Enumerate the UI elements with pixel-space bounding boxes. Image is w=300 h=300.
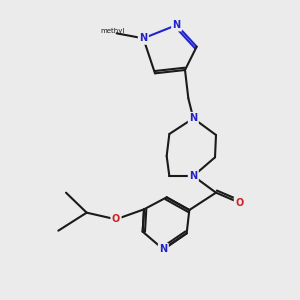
Text: N: N [159, 244, 167, 254]
Text: O: O [235, 198, 244, 208]
Text: methyl: methyl [100, 28, 125, 34]
Text: N: N [172, 20, 181, 30]
Text: O: O [112, 214, 120, 224]
Text: N: N [189, 113, 197, 123]
Text: N: N [139, 33, 147, 43]
Text: N: N [189, 171, 197, 181]
